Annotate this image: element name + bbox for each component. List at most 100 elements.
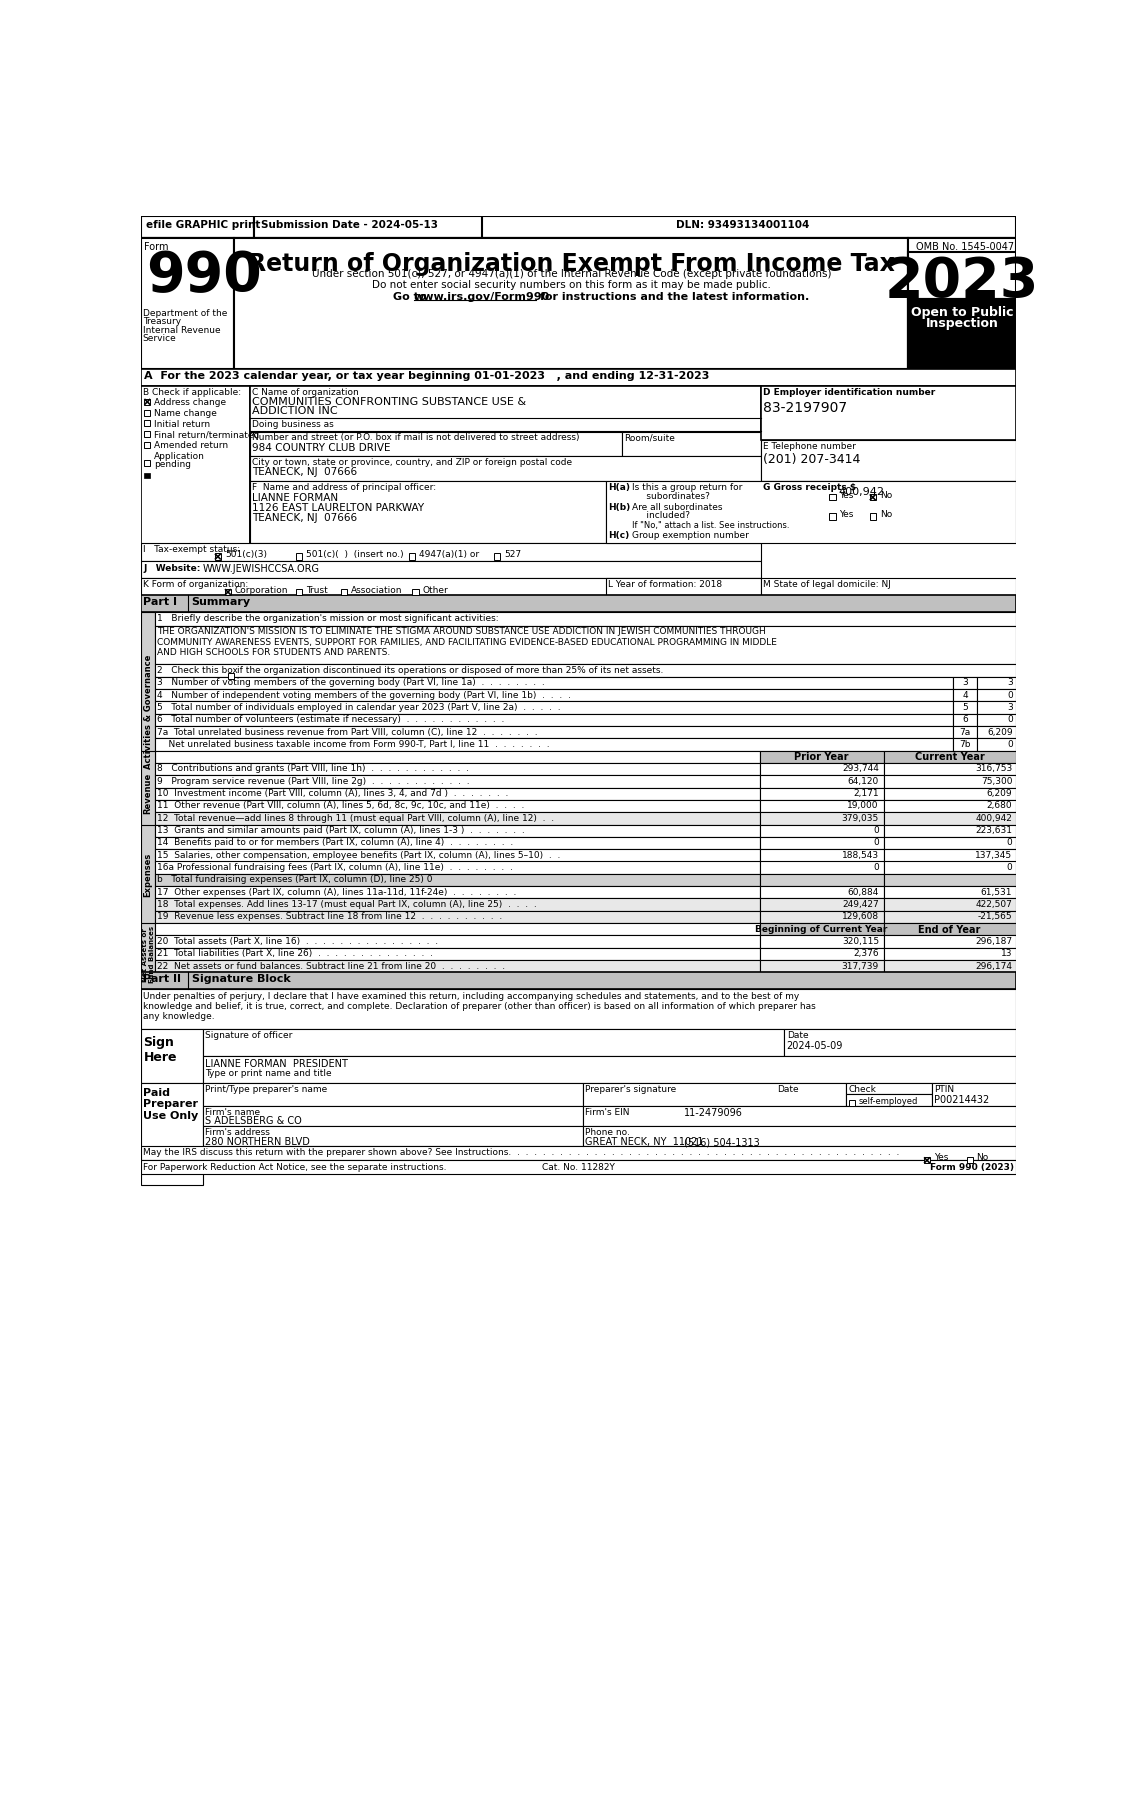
Text: Summary: Summary bbox=[192, 596, 251, 607]
Text: 8   Contributions and grants (Part VIII, line 1h)  .  .  .  .  .  .  .  .  .  . : 8 Contributions and grants (Part VIII, l… bbox=[157, 764, 470, 773]
Bar bbox=[760, 813, 884, 825]
Text: TEANECK, NJ  07666: TEANECK, NJ 07666 bbox=[252, 467, 357, 478]
Text: 83-2197907: 83-2197907 bbox=[763, 402, 848, 414]
Text: 5   Total number of individuals employed in calendar year 2023 (Part V, line 2a): 5 Total number of individuals employed i… bbox=[157, 703, 561, 712]
Bar bbox=[760, 836, 884, 849]
Text: Phone no.: Phone no. bbox=[585, 1128, 630, 1137]
Bar bbox=[760, 762, 884, 775]
Text: 5: 5 bbox=[962, 703, 968, 712]
Bar bbox=[250, 456, 761, 481]
Text: 19  Revenue less expenses. Subtract line 18 from line 12  .  .  .  .  .  .  .  .: 19 Revenue less expenses. Subtract line … bbox=[157, 912, 502, 921]
Bar bbox=[155, 836, 760, 849]
Bar bbox=[761, 578, 1016, 595]
Bar bbox=[296, 589, 303, 595]
Text: Form: Form bbox=[145, 241, 168, 252]
Bar bbox=[155, 910, 760, 923]
Bar bbox=[884, 775, 1016, 787]
Bar bbox=[155, 762, 760, 775]
Bar bbox=[760, 800, 884, 813]
Bar bbox=[155, 613, 1016, 625]
Bar bbox=[155, 861, 760, 874]
Bar bbox=[145, 409, 150, 416]
Text: 317,739: 317,739 bbox=[842, 962, 878, 971]
Text: THE ORGANIZATION'S MISSION IS TO ELIMINATE THE STIGMA AROUND SUBSTANCE USE ADDIC: THE ORGANIZATION'S MISSION IS TO ELIMINA… bbox=[157, 627, 777, 658]
Bar bbox=[155, 887, 760, 899]
Text: H(c): H(c) bbox=[609, 532, 630, 541]
Text: 3   Number of voting members of the governing body (Part VI, line 1a)  .  .  .  : 3 Number of voting members of the govern… bbox=[157, 678, 545, 687]
Bar bbox=[760, 787, 884, 800]
Bar bbox=[145, 460, 150, 467]
Bar bbox=[977, 688, 1016, 701]
Bar bbox=[760, 923, 884, 935]
Text: 316,753: 316,753 bbox=[975, 764, 1013, 773]
Bar bbox=[884, 836, 1016, 849]
Bar bbox=[250, 386, 761, 609]
Bar bbox=[141, 1146, 1016, 1160]
Text: Internal Revenue: Internal Revenue bbox=[142, 326, 220, 335]
Text: 280 NORTHERN BLVD: 280 NORTHERN BLVD bbox=[205, 1137, 310, 1148]
Bar bbox=[760, 874, 884, 887]
Text: 2,376: 2,376 bbox=[854, 950, 878, 959]
Text: GREAT NECK, NY  11021: GREAT NECK, NY 11021 bbox=[585, 1137, 703, 1148]
Bar bbox=[884, 910, 1016, 923]
Bar bbox=[606, 578, 761, 595]
Text: 0: 0 bbox=[873, 838, 878, 847]
Text: 10  Investment income (Part VIII, column (A), lines 3, 4, and 7d )  .  .  .  .  : 10 Investment income (Part VIII, column … bbox=[157, 789, 509, 798]
Bar bbox=[924, 1157, 930, 1164]
Text: Other: Other bbox=[422, 586, 448, 595]
Bar bbox=[141, 238, 234, 369]
Text: 22  Net assets or fund balances. Subtract line 21 from line 20  .  .  .  .  .  .: 22 Net assets or fund balances. Subtract… bbox=[157, 962, 506, 971]
Text: For Paperwork Reduction Act Notice, see the separate instructions.: For Paperwork Reduction Act Notice, see … bbox=[143, 1162, 447, 1171]
Text: 296,187: 296,187 bbox=[975, 937, 1013, 946]
Bar bbox=[760, 825, 884, 836]
Text: (201) 207-3414: (201) 207-3414 bbox=[763, 452, 860, 465]
Bar bbox=[155, 726, 953, 739]
Bar bbox=[884, 825, 1016, 836]
Bar bbox=[830, 514, 835, 519]
Text: May the IRS discuss this return with the preparer shown above? See Instructions.: May the IRS discuss this return with the… bbox=[143, 1148, 900, 1157]
Bar bbox=[141, 825, 155, 924]
Text: Net unrelated business taxable income from Form 990-T, Part I, line 11  .  .  . : Net unrelated business taxable income fr… bbox=[157, 741, 550, 750]
Text: S ADELSBERG & CO: S ADELSBERG & CO bbox=[205, 1117, 303, 1126]
Text: End of Year: End of Year bbox=[918, 924, 981, 935]
Text: Prior Year: Prior Year bbox=[795, 751, 849, 762]
Text: Cat. No. 11282Y: Cat. No. 11282Y bbox=[542, 1162, 614, 1171]
Text: 501(c)(3): 501(c)(3) bbox=[225, 550, 266, 559]
Text: Amended return: Amended return bbox=[155, 441, 228, 450]
Bar bbox=[155, 739, 953, 751]
Bar bbox=[977, 739, 1016, 751]
Text: M State of legal domicile: NJ: M State of legal domicile: NJ bbox=[763, 580, 891, 589]
Text: Firm's address: Firm's address bbox=[205, 1128, 270, 1137]
Bar bbox=[760, 751, 884, 762]
Bar bbox=[884, 923, 1016, 935]
Bar bbox=[145, 472, 150, 478]
Bar bbox=[203, 1056, 1016, 1083]
Bar bbox=[761, 481, 1016, 508]
Text: Inspection: Inspection bbox=[926, 317, 998, 330]
Text: Yes: Yes bbox=[839, 492, 854, 501]
Text: Do not enter social security numbers on this form as it may be made public.: Do not enter social security numbers on … bbox=[371, 279, 771, 290]
Bar bbox=[760, 887, 884, 899]
Bar bbox=[884, 762, 1016, 775]
Text: 1   Briefly describe the organization's mission or most significant activities:: 1 Briefly describe the organization's mi… bbox=[157, 613, 499, 622]
Text: 527: 527 bbox=[504, 550, 520, 559]
Text: 249,427: 249,427 bbox=[842, 899, 878, 908]
Bar bbox=[583, 1126, 1016, 1146]
Text: 4947(a)(1) or: 4947(a)(1) or bbox=[419, 550, 479, 559]
Text: Treasury: Treasury bbox=[142, 317, 181, 326]
Text: 293,744: 293,744 bbox=[842, 764, 878, 773]
Bar bbox=[155, 688, 953, 701]
Text: G Gross receipts $: G Gross receipts $ bbox=[763, 483, 857, 492]
Text: No: No bbox=[879, 510, 892, 519]
Bar bbox=[155, 678, 953, 688]
Text: 2,171: 2,171 bbox=[854, 789, 878, 798]
Bar bbox=[145, 431, 150, 438]
Bar bbox=[203, 1029, 785, 1056]
Bar bbox=[145, 420, 150, 427]
Text: Activities & Governance: Activities & Governance bbox=[143, 654, 152, 769]
Text: 19,000: 19,000 bbox=[848, 802, 878, 811]
Text: 320,115: 320,115 bbox=[842, 937, 878, 946]
Text: Final return/terminated: Final return/terminated bbox=[155, 431, 260, 440]
Text: 0: 0 bbox=[1007, 715, 1013, 724]
Text: Group exemption number: Group exemption number bbox=[632, 532, 749, 541]
